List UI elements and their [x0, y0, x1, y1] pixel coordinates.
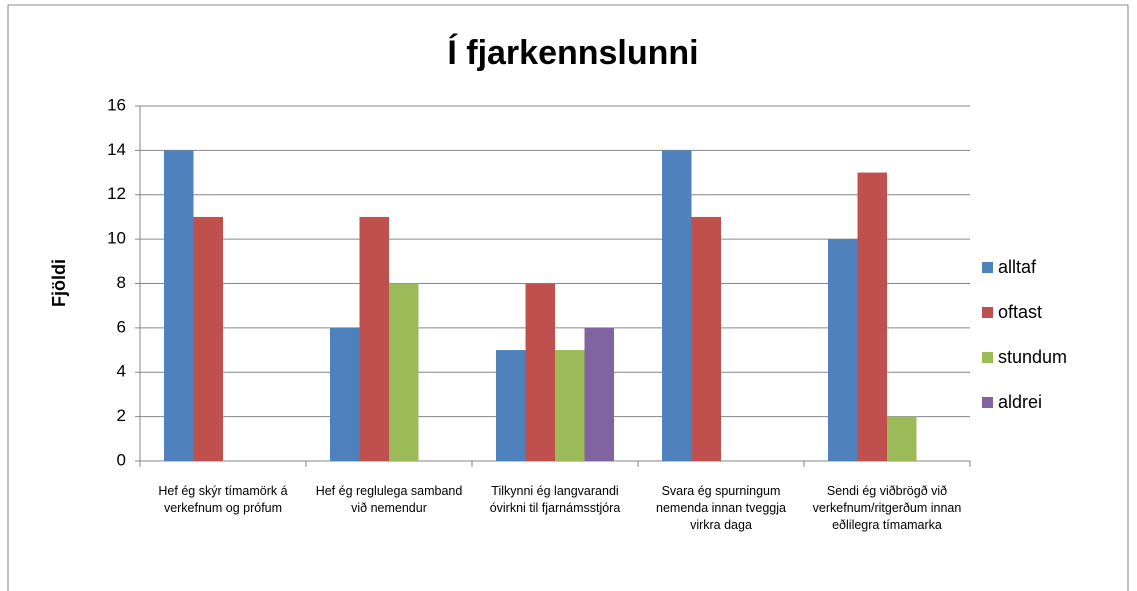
legend-swatch: [982, 397, 993, 408]
y-tick-label: 8: [117, 273, 126, 292]
y-tick-label: 6: [117, 317, 126, 336]
bar: [359, 216, 389, 461]
legend-label: stundum: [998, 347, 1067, 367]
legend-label: oftast: [998, 302, 1042, 322]
bar: [828, 239, 858, 461]
chart-title: Í fjarkennslunni: [447, 34, 698, 72]
y-tick-label: 14: [107, 140, 126, 159]
bar: [164, 150, 194, 461]
legend-label: alltaf: [998, 257, 1037, 277]
bar: [496, 350, 526, 461]
y-axis-label: Fjöldi: [49, 259, 69, 307]
x-tick-label: Sendi ég viðbrögð við verkefnum/ritgerðu…: [812, 484, 962, 532]
x-tick-label: Hef ég skýr tímamörk á verkefnum og próf…: [158, 484, 288, 515]
x-tick-label: Tilkynni ég langvarandi óvirkni til fjar…: [489, 484, 621, 515]
y-tick-label: 2: [117, 406, 126, 425]
y-tick-label: 0: [117, 450, 126, 469]
legend-label: aldrei: [998, 392, 1042, 412]
y-tick-label: 16: [107, 95, 126, 114]
x-tick-label: Svara ég spurningum nemenda innan tveggj…: [656, 484, 786, 532]
bar: [389, 283, 419, 461]
legend-swatch: [982, 352, 993, 363]
legend-swatch: [982, 262, 993, 273]
bar: [330, 327, 360, 461]
x-tick-label: Hef ég reglulega samband við nemendur: [315, 484, 463, 515]
bar: [887, 416, 917, 461]
bar: [584, 327, 614, 461]
bar: [691, 216, 721, 461]
bar: [525, 283, 555, 461]
bar: [857, 172, 887, 461]
legend-swatch: [982, 307, 993, 318]
y-tick-label: 4: [117, 362, 126, 381]
bar: [555, 350, 585, 461]
y-tick-label: 10: [107, 229, 126, 248]
y-tick-label: 12: [107, 184, 126, 203]
bar: [193, 216, 223, 461]
bar: [662, 150, 692, 461]
